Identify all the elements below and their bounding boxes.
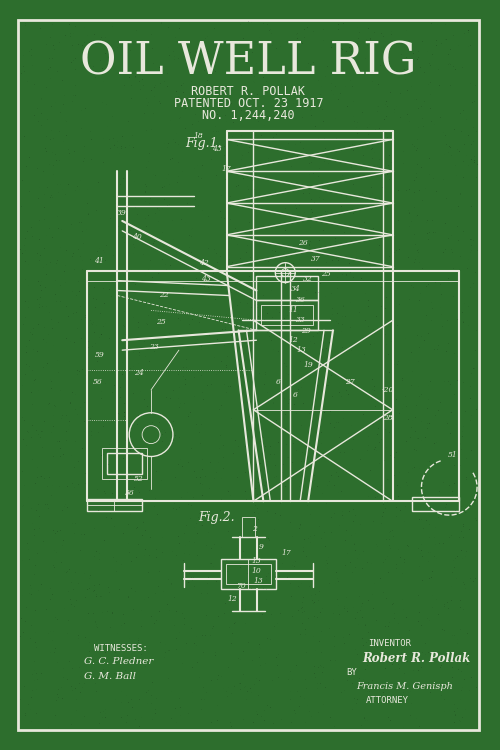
Text: 43: 43 [212, 146, 222, 154]
Text: 6: 6 [293, 391, 298, 399]
Text: 19: 19 [303, 361, 313, 369]
Text: 29: 29 [301, 327, 311, 335]
Text: Fig.2.: Fig.2. [198, 511, 235, 524]
Text: 28: 28 [382, 414, 392, 422]
Text: OIL WELL RIG: OIL WELL RIG [80, 40, 416, 83]
Text: 56: 56 [92, 378, 102, 386]
Text: 41: 41 [94, 256, 104, 265]
Bar [256, 301, 318, 330]
Text: 33: 33 [296, 316, 306, 324]
Bar [256, 275, 318, 301]
Text: 18: 18 [194, 133, 203, 140]
Bar [242, 518, 256, 537]
Text: 25: 25 [321, 269, 331, 278]
Text: 36: 36 [296, 296, 306, 304]
Text: NO. 1,244,240: NO. 1,244,240 [202, 109, 295, 122]
Text: 13: 13 [252, 556, 262, 565]
Text: 17: 17 [222, 165, 232, 173]
Text: 70: 70 [236, 582, 246, 590]
Text: 12: 12 [288, 336, 298, 344]
Text: 25: 25 [156, 318, 166, 326]
Text: 40: 40 [132, 232, 142, 241]
Text: Fig.1.: Fig.1. [186, 137, 222, 150]
Text: 24: 24 [134, 369, 144, 377]
Text: 23: 23 [149, 344, 159, 351]
Text: ATTORNEY: ATTORNEY [366, 695, 409, 704]
Bar [412, 497, 459, 512]
Text: 12: 12 [228, 595, 237, 603]
Text: 10: 10 [252, 567, 262, 574]
Text: 17: 17 [282, 549, 291, 557]
Text: BY: BY [346, 668, 356, 676]
Text: Robert R. Pollak: Robert R. Pollak [363, 652, 471, 664]
Text: G. M. Ball: G. M. Ball [84, 672, 136, 681]
Bar [220, 559, 276, 589]
Text: WITNESSES:: WITNESSES: [94, 644, 148, 652]
Text: INVENTOR: INVENTOR [368, 639, 410, 648]
Text: ROBERT R. POLLAK: ROBERT R. POLLAK [192, 86, 306, 98]
Bar [88, 500, 142, 512]
Text: 39: 39 [118, 209, 127, 217]
Bar [226, 564, 272, 584]
Bar [102, 448, 147, 479]
Text: 11: 11 [288, 307, 298, 314]
Text: 27: 27 [345, 378, 354, 386]
Text: 32: 32 [303, 274, 313, 283]
Bar [108, 452, 142, 475]
Text: 6: 6 [276, 378, 280, 386]
Bar [262, 305, 313, 326]
Text: 13: 13 [296, 346, 306, 354]
Text: 42: 42 [199, 259, 208, 267]
Text: G. C. Pledner: G. C. Pledner [84, 657, 154, 666]
Text: 51: 51 [448, 451, 457, 458]
Text: 43: 43 [201, 274, 210, 283]
Text: Francis M. Genisph: Francis M. Genisph [356, 682, 452, 691]
Text: 34: 34 [292, 284, 301, 292]
Text: 26: 26 [298, 238, 308, 247]
Text: 56: 56 [124, 489, 134, 497]
Text: 37: 37 [311, 255, 321, 262]
Text: 52: 52 [134, 476, 144, 483]
Text: 59: 59 [94, 351, 104, 359]
Text: 22: 22 [159, 292, 169, 299]
Text: PATENTED OCT. 23 1917: PATENTED OCT. 23 1917 [174, 98, 324, 110]
Text: -20: -20 [382, 386, 394, 394]
Text: 2: 2 [252, 525, 257, 533]
Text: 13: 13 [254, 577, 264, 585]
Text: 9: 9 [259, 543, 264, 551]
